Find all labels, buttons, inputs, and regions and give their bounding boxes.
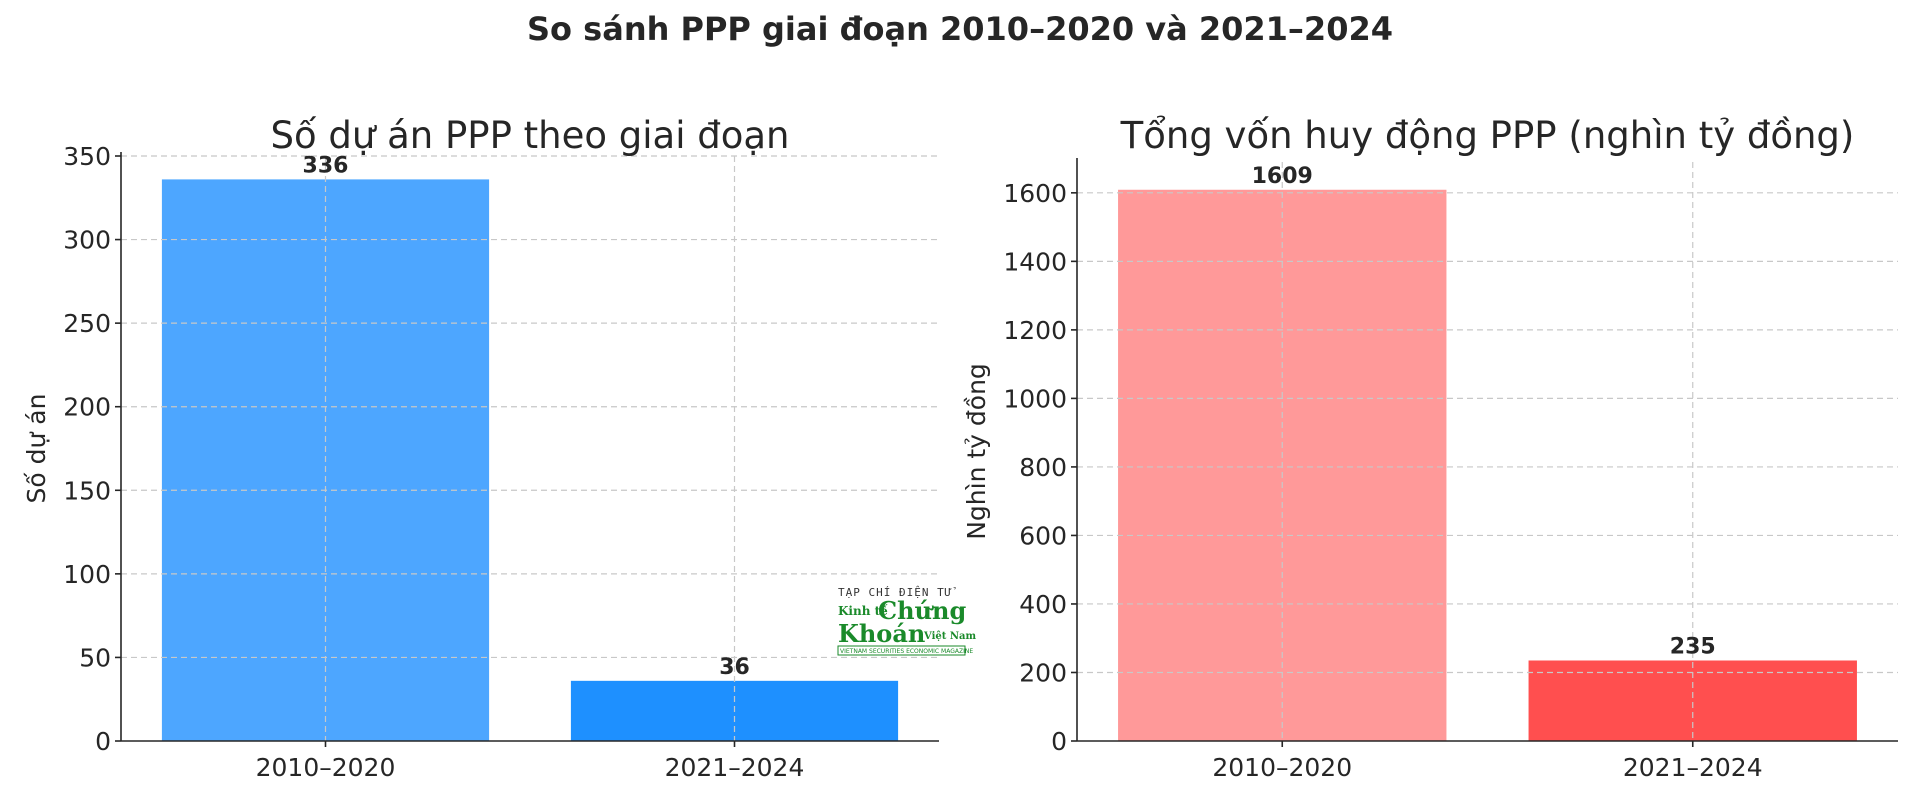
- y-tick-label: 1400: [1003, 247, 1067, 276]
- grid-lines: [1077, 162, 1898, 741]
- y-tick-label: 350: [63, 142, 111, 171]
- logo-frame: [837, 645, 966, 656]
- y-tick-label: 200: [63, 393, 111, 422]
- y-tick-label: 200: [1019, 658, 1067, 687]
- data-labels: 1609 235: [1252, 164, 1716, 660]
- tick-labels: 0 50 100 150 200 250 300 350 2010–2020 2021–2024: [63, 142, 804, 782]
- bars: [1118, 189, 1857, 742]
- y-tick-label: 400: [1019, 590, 1067, 619]
- data-labels: 336 36: [303, 153, 750, 679]
- logo-line-1: TẠP CHÍ ĐIỆN TỬ: [838, 586, 956, 599]
- x-tick-label: 2010–2020: [1212, 753, 1352, 782]
- x-tick-label: 2010–2020: [256, 753, 396, 782]
- y-tick-label: 1200: [1003, 316, 1067, 345]
- logo-line-2a: Kinh tế: [838, 603, 888, 618]
- tick-labels: 0 200 400 600 800 1000 1200 1400 1600 2010–2020 20…: [1003, 179, 1762, 782]
- chart-title: Số dự án PPP theo giai đoạn: [270, 114, 789, 157]
- axes: [115, 152, 939, 747]
- data-label: 235: [1670, 634, 1716, 659]
- y-tick-label: 1000: [1003, 384, 1067, 413]
- data-label: 1609: [1252, 164, 1313, 189]
- logo-line-3b: Việt Nam: [923, 631, 976, 642]
- y-tick-label: 150: [63, 476, 111, 505]
- y-axis-label: Nghìn tỷ đồng: [962, 363, 991, 540]
- grid-lines: [121, 155, 939, 741]
- figure-title: So sánh PPP giai đoạn 2010–2020 và 2021–…: [527, 10, 1393, 48]
- y-tick-label: 800: [1019, 453, 1067, 482]
- logo-line-3a: Khoán: [838, 619, 925, 648]
- y-tick-label: 50: [79, 643, 111, 672]
- y-tick-label: 250: [63, 309, 111, 338]
- y-tick-label: 0: [95, 727, 111, 756]
- chart-capital: 0 200 400 600 800 1000 1200 1400 1600 2010–2020 20…: [962, 114, 1898, 782]
- data-label: 336: [303, 153, 349, 178]
- y-tick-label: 100: [63, 560, 111, 589]
- data-label: 36: [719, 655, 750, 680]
- y-tick-label: 600: [1019, 521, 1067, 550]
- chart-title: Tổng vốn huy động PPP (nghìn tỷ đồng): [1120, 114, 1855, 157]
- y-tick-label: 1600: [1003, 179, 1067, 208]
- logo-line-2b: Chứng: [878, 596, 966, 625]
- y-tick-label: 300: [63, 226, 111, 255]
- logo-line-4: VIETNAM SECURITIES ECONOMIC MAGAZINE: [840, 648, 973, 655]
- x-tick-label: 2021–2024: [665, 753, 805, 782]
- y-axis-label: Số dự án: [22, 394, 51, 504]
- bars: [161, 179, 899, 741]
- publisher-logo: TẠP CHÍ ĐIỆN TỬ Kinh tế Chứng Khoán Việt…: [837, 586, 976, 656]
- y-tick-label: 0: [1051, 727, 1067, 756]
- x-tick-label: 2021–2024: [1623, 753, 1763, 782]
- axes: [1071, 158, 1898, 747]
